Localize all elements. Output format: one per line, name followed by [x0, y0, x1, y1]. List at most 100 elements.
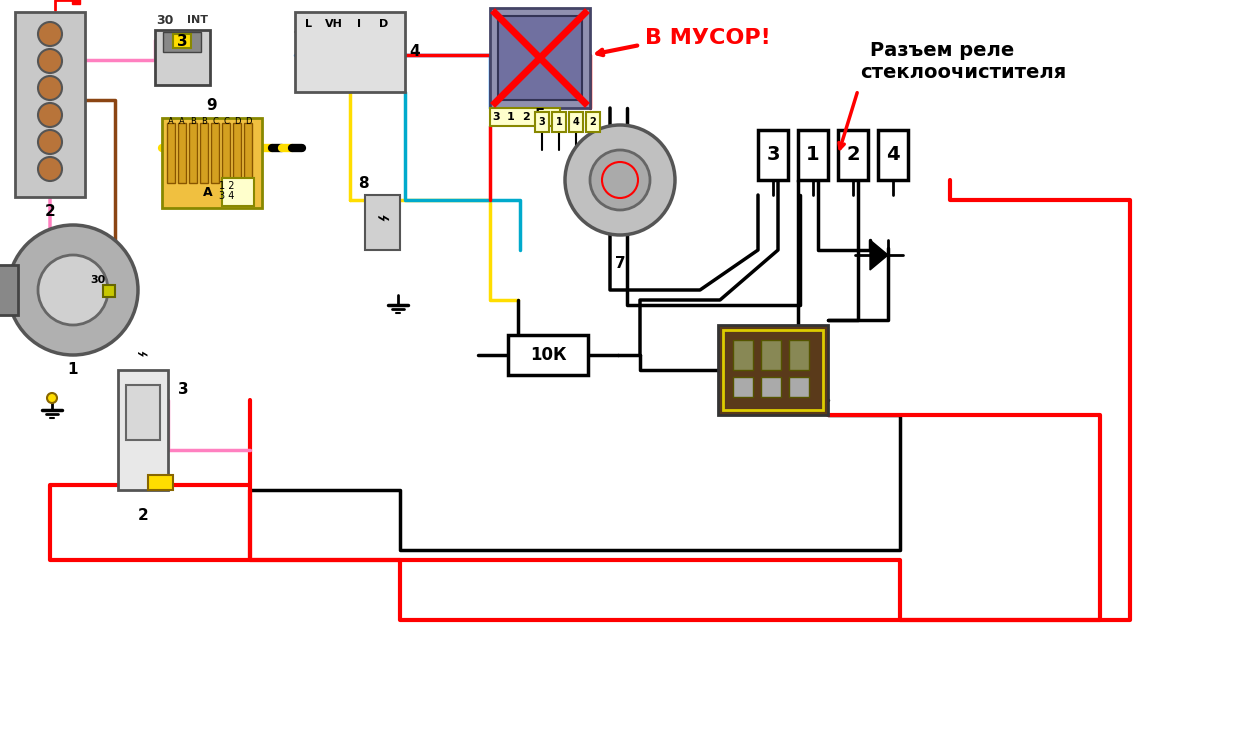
Bar	[173, 34, 191, 48]
Bar	[878, 130, 908, 180]
Circle shape	[7, 225, 138, 355]
Circle shape	[47, 393, 57, 403]
Bar	[789, 340, 809, 370]
Bar	[155, 30, 210, 85]
Bar	[508, 335, 587, 375]
Text: 5: 5	[535, 109, 545, 124]
Text: 2: 2	[45, 203, 56, 218]
Bar	[733, 377, 753, 397]
Bar	[365, 195, 400, 250]
Bar	[103, 285, 116, 297]
Text: 30: 30	[156, 13, 174, 26]
Bar	[733, 340, 753, 370]
Bar	[72, 0, 79, 4]
Bar	[243, 123, 252, 183]
Text: C: C	[212, 116, 217, 125]
Text: D: D	[233, 116, 240, 125]
Text: В МУСОР!: В МУСОР!	[645, 28, 771, 48]
Text: стеклоочистителя: стеклоочистителя	[859, 62, 1066, 82]
Text: 4: 4	[573, 117, 579, 127]
Text: 3: 3	[492, 112, 499, 122]
Bar	[491, 8, 590, 108]
Text: 9: 9	[206, 98, 217, 113]
Text: 3: 3	[176, 34, 188, 50]
Text: D: D	[245, 116, 251, 125]
Bar	[233, 123, 241, 183]
Text: 1: 1	[68, 362, 78, 376]
Circle shape	[590, 150, 650, 210]
Bar	[178, 123, 186, 183]
Text: D: D	[379, 19, 389, 29]
Text: B: B	[201, 116, 207, 125]
Bar	[163, 32, 201, 52]
Text: 4: 4	[537, 112, 545, 122]
Bar	[125, 385, 160, 440]
Text: 7: 7	[615, 256, 625, 272]
Text: 8: 8	[358, 176, 369, 190]
Bar	[200, 123, 207, 183]
Text: 3: 3	[766, 146, 780, 164]
Circle shape	[39, 49, 62, 73]
Bar	[723, 330, 823, 410]
Bar	[211, 123, 219, 183]
Text: 1 2: 1 2	[220, 181, 235, 191]
Bar	[799, 130, 828, 180]
Bar	[161, 118, 262, 208]
Bar	[761, 377, 781, 397]
Text: 1: 1	[555, 117, 563, 127]
Circle shape	[39, 157, 62, 181]
Bar	[491, 108, 560, 126]
Text: A: A	[204, 185, 212, 199]
Bar	[222, 123, 230, 183]
Bar	[569, 112, 582, 132]
Bar	[296, 12, 405, 92]
Bar	[148, 475, 173, 490]
Bar	[0, 265, 17, 315]
Circle shape	[39, 22, 62, 46]
Text: 2: 2	[590, 117, 596, 127]
Text: I: I	[356, 19, 361, 29]
Text: Разъем реле: Разъем реле	[869, 40, 1015, 59]
Text: 3 4: 3 4	[220, 191, 235, 201]
Text: B: B	[190, 116, 196, 125]
Text: L: L	[306, 19, 313, 29]
Circle shape	[39, 103, 62, 127]
Bar	[535, 112, 549, 132]
Bar	[166, 123, 175, 183]
Text: VH: VH	[325, 19, 343, 29]
Polygon shape	[869, 240, 888, 270]
Text: 2: 2	[138, 508, 148, 523]
Bar	[789, 377, 809, 397]
Text: 3: 3	[539, 117, 545, 127]
Bar	[586, 112, 600, 132]
Bar	[15, 12, 84, 197]
Text: 4: 4	[410, 44, 420, 59]
Text: 10К: 10К	[529, 346, 566, 364]
Bar	[118, 370, 168, 490]
Text: ⌁: ⌁	[137, 346, 149, 364]
Text: 30: 30	[91, 275, 106, 285]
Bar	[498, 16, 582, 100]
Text: A: A	[179, 116, 185, 125]
Text: ⌁: ⌁	[376, 210, 390, 230]
Text: 2: 2	[846, 146, 859, 164]
Text: INT: INT	[186, 15, 207, 25]
Text: 4: 4	[887, 146, 899, 164]
Text: 1: 1	[806, 146, 820, 164]
Circle shape	[39, 255, 108, 325]
Bar	[761, 340, 781, 370]
Bar	[838, 130, 868, 180]
Text: 2: 2	[522, 112, 530, 122]
Circle shape	[565, 125, 674, 235]
Bar	[758, 130, 787, 180]
Text: C: C	[224, 116, 229, 125]
Bar	[189, 123, 197, 183]
Circle shape	[39, 130, 62, 154]
Text: 1: 1	[507, 112, 515, 122]
Circle shape	[39, 76, 62, 100]
Bar	[718, 325, 828, 415]
Text: A: A	[168, 116, 174, 125]
Bar	[222, 178, 255, 206]
Bar	[551, 112, 566, 132]
Text: 3: 3	[178, 382, 189, 398]
